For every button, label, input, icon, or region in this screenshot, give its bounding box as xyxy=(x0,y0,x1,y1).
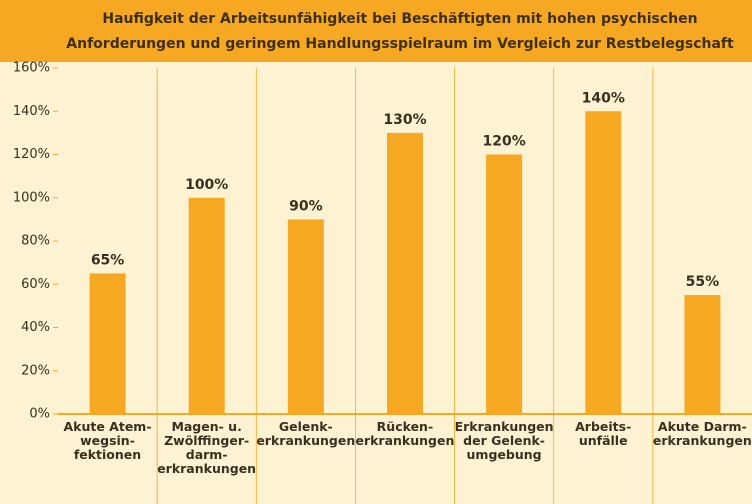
value-label: 90% xyxy=(289,198,323,214)
x-tick-label: Gelenk- erkrankungen xyxy=(256,419,356,448)
bar xyxy=(89,273,126,414)
x-tick-label: Erkrankungen der Gelenk- umgebung xyxy=(454,419,554,462)
value-label: 120% xyxy=(483,134,526,150)
x-tick-label: Arbeits- unfälle xyxy=(575,419,632,448)
bar xyxy=(585,111,622,414)
value-label: 55% xyxy=(686,274,720,290)
y-tick-label: 120% xyxy=(13,147,50,162)
value-label: 140% xyxy=(582,90,625,106)
bar xyxy=(486,154,523,414)
x-tick-label: Akute Atem- wegsin- fektionen xyxy=(63,419,152,462)
x-tick-label: Magen- u. Zwölffinger- darm- erkrankunge… xyxy=(157,419,257,476)
y-tick-label: 60% xyxy=(21,277,50,292)
y-tick-label: 100% xyxy=(13,190,50,205)
chart-title: Haufigkeit der Arbeitsunfähigkeit bei Be… xyxy=(102,11,697,27)
y-tick-label: 40% xyxy=(21,320,50,335)
bar xyxy=(188,197,225,414)
bar xyxy=(287,219,324,414)
chart-title: Anforderungen und geringem Handlungsspie… xyxy=(66,36,734,52)
x-tick-label: Akute Darm- erkrankungen xyxy=(652,419,752,448)
x-tick-label: Rücken- erkrankungen xyxy=(355,419,455,448)
value-label: 100% xyxy=(185,177,228,193)
y-tick-label: 80% xyxy=(21,234,50,249)
value-label: 65% xyxy=(91,252,125,268)
title-band xyxy=(0,0,752,62)
y-tick-label: 20% xyxy=(21,363,50,378)
value-label: 130% xyxy=(383,112,426,128)
y-tick-label: 0% xyxy=(29,407,50,422)
y-tick-label: 140% xyxy=(13,104,50,119)
bar xyxy=(684,295,721,414)
bar xyxy=(387,132,423,414)
y-tick-label: 160% xyxy=(13,61,50,76)
